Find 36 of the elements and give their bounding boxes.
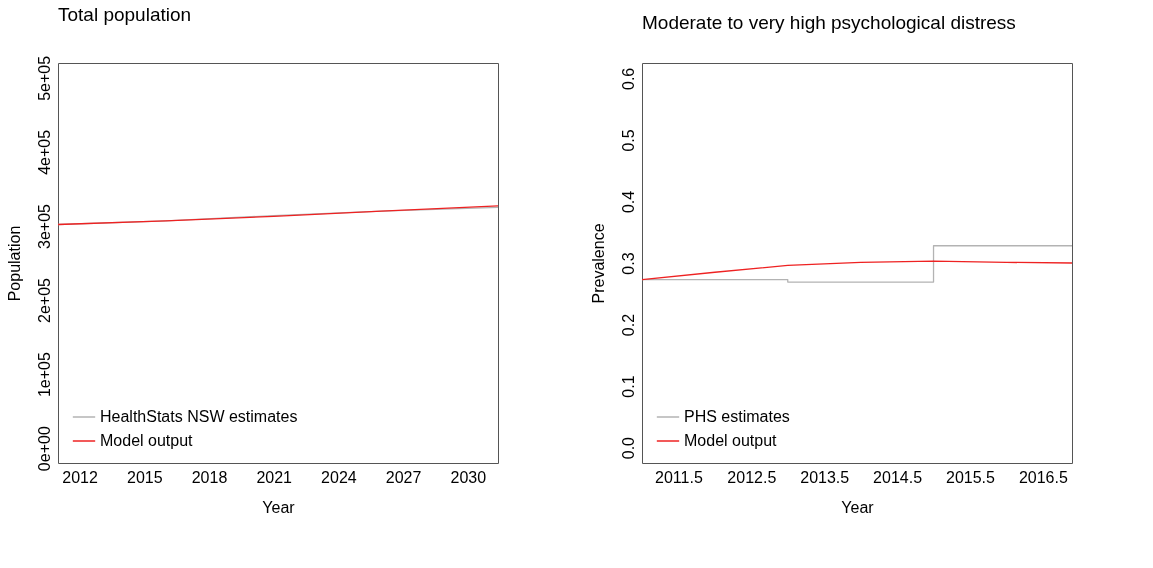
y-axis-title: Prevalence <box>589 223 607 304</box>
x-tick-label: 2015 <box>126 468 163 486</box>
legend-label: Model output <box>684 432 778 449</box>
x-axis-title: Year <box>262 498 296 516</box>
legend-label: PHS estimates <box>684 408 790 425</box>
y-tick-label: 0e+00 <box>35 426 53 472</box>
chart-title: Total population <box>58 4 192 26</box>
y-tick-label: 0.4 <box>619 190 637 214</box>
x-tick-label: 2012.5 <box>727 468 777 486</box>
x-tick-label: 2015.5 <box>946 468 996 486</box>
y-tick-label: 4e+05 <box>35 129 53 175</box>
y-tick-label: 0.2 <box>619 313 637 337</box>
y-tick-label: 5e+05 <box>35 55 53 101</box>
x-tick-label: 2021 <box>256 468 293 486</box>
y-tick-label: 0.1 <box>619 375 637 398</box>
x-tick-label: 2011.5 <box>655 468 703 486</box>
y-tick-label: 0.6 <box>619 67 637 91</box>
y-tick-label: 0.5 <box>619 129 637 152</box>
y-axis-title: Population <box>5 225 23 302</box>
y-tick-label: 0.0 <box>619 436 637 460</box>
legend-label: Model output <box>100 432 194 449</box>
chart-title: Moderate to very high psychological distress <box>642 12 1016 33</box>
x-tick-label: 2024 <box>321 468 357 486</box>
y-tick-label: 3e+05 <box>35 203 53 249</box>
y-tick-label: 2e+05 <box>35 277 53 324</box>
x-axis-title: Year <box>841 498 875 516</box>
x-tick-label: 2030 <box>450 468 487 486</box>
y-tick-label: 0.3 <box>619 252 637 275</box>
y-tick-label: 1e+05 <box>35 352 53 398</box>
x-tick-label: 2016.5 <box>1018 468 1068 486</box>
x-tick-label: 2013.5 <box>800 468 850 486</box>
x-tick-label: 2027 <box>385 468 422 486</box>
x-tick-label: 2014.5 <box>873 468 923 486</box>
x-tick-label: 2012 <box>62 468 98 486</box>
legend-label: HealthStats NSW estimates <box>100 408 298 425</box>
x-tick-label: 2018 <box>191 468 228 486</box>
